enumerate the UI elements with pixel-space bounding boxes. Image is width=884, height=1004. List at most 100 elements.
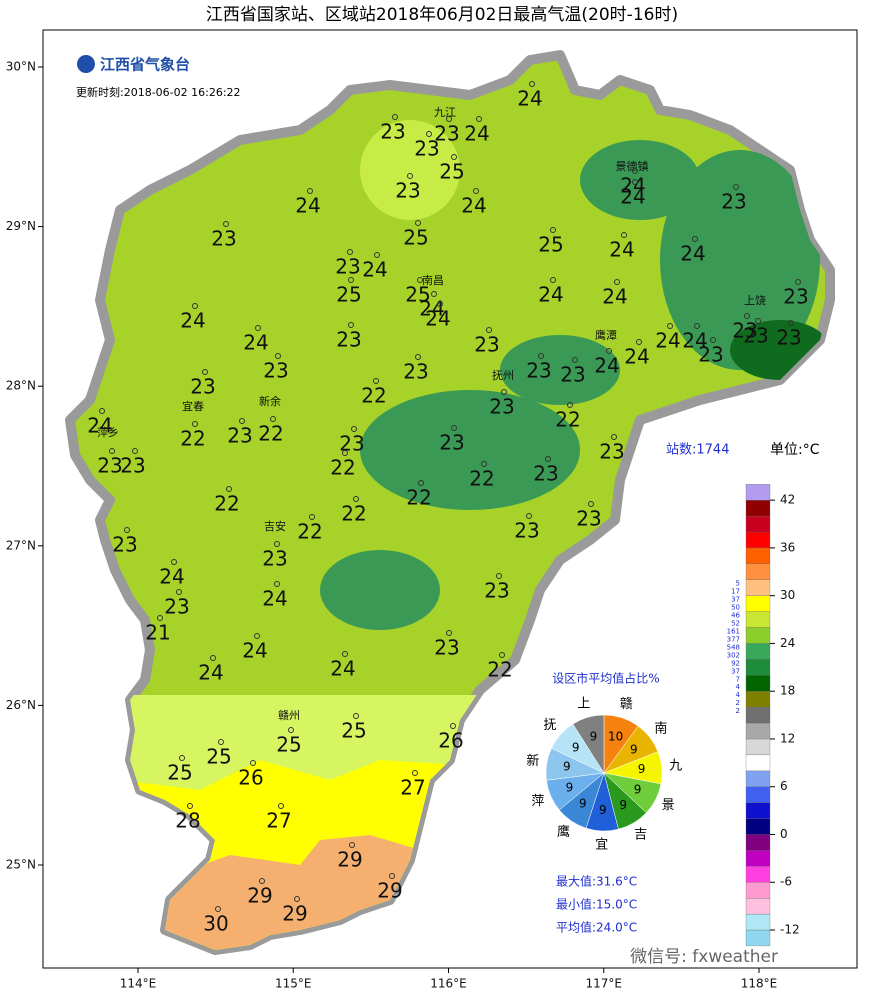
station-marker — [349, 842, 355, 848]
station-value: 25 — [538, 233, 563, 257]
station-marker — [632, 179, 638, 185]
station-value: 24 — [461, 194, 486, 218]
city-label: 景德镇 — [616, 159, 649, 173]
pie-category: 上 — [577, 696, 590, 711]
station-marker — [788, 320, 794, 326]
station-value: 23 — [533, 462, 558, 486]
station-value: 24 — [464, 122, 489, 146]
station-value: 24 — [180, 309, 205, 333]
pie-value: 9 — [563, 760, 571, 774]
station-value: 25 — [439, 160, 464, 184]
stat-line: 平均值:24.0°C — [556, 920, 637, 935]
station-marker — [667, 323, 673, 329]
station-marker — [179, 755, 185, 761]
colorbar-cell — [745, 515, 771, 533]
station-value: 24 — [682, 329, 707, 353]
bin-count: 548 — [727, 643, 740, 651]
station-value: 23 — [560, 363, 585, 387]
station-value: 21 — [145, 621, 170, 645]
colorbar-cell — [745, 770, 771, 787]
city-label: 抚州 — [492, 368, 514, 382]
station-value: 23 — [743, 324, 768, 348]
station-value: 25 — [403, 226, 428, 250]
station-value: 23 — [380, 120, 405, 144]
station-value: 29 — [337, 848, 362, 872]
station-marker — [744, 313, 750, 319]
station-value: 23 — [335, 255, 360, 279]
bin-count: 4 — [736, 691, 741, 699]
station-marker — [451, 425, 457, 431]
stat-line: 最小值:15.0°C — [556, 897, 637, 912]
station-value: 24 — [330, 657, 355, 681]
station-marker — [132, 448, 138, 454]
bin-count: 46 — [731, 612, 740, 620]
station-marker — [259, 878, 265, 884]
station-marker — [176, 589, 182, 595]
colorbar-cell — [745, 929, 771, 947]
bin-count: 2 — [736, 707, 740, 715]
station-marker — [694, 323, 700, 329]
station-value: 22 — [487, 658, 512, 682]
station-marker — [499, 652, 505, 658]
colorbar-cell — [745, 866, 771, 883]
colorbar-cell — [745, 691, 771, 708]
station-marker — [226, 486, 232, 492]
station-value: 24 — [243, 331, 268, 355]
station-value: 23 — [776, 326, 801, 350]
colorbar-cell — [745, 802, 771, 819]
station-value: 23 — [112, 533, 137, 557]
station-value: 27 — [400, 776, 425, 800]
colorbar-tick-label: 18 — [780, 684, 795, 698]
station-marker — [171, 559, 177, 565]
city-label: 宜春 — [182, 399, 204, 413]
station-value: 23 — [599, 440, 624, 464]
station-value: 22 — [555, 408, 580, 432]
pie-value: 10 — [608, 730, 623, 744]
x-tick-label: 118°E — [741, 977, 778, 991]
colorbar-cell — [745, 579, 771, 596]
station-value: 23 — [190, 375, 215, 399]
colorbar-tick-label: 12 — [780, 731, 795, 745]
pie-value: 9 — [619, 798, 627, 812]
colorbar-tick-label: 42 — [780, 493, 795, 507]
station-marker — [415, 354, 421, 360]
update-time: 更新时刻:2018-06-02 16:26:22 — [76, 85, 241, 99]
bin-count: 5 — [736, 580, 740, 588]
colorbar-tick-label: 30 — [780, 588, 795, 602]
city-label: 新余 — [259, 394, 281, 408]
stat-line: 最大值:31.6°C — [556, 874, 637, 889]
station-value: 24 — [594, 354, 619, 378]
station-value: 25 — [405, 283, 430, 307]
station-marker — [223, 221, 229, 227]
pie-title: 设区市平均值占比% — [552, 671, 659, 686]
station-count: 站数:1744 — [666, 443, 729, 458]
station-marker — [550, 227, 556, 233]
city-label: 鹰潭 — [595, 328, 617, 342]
station-marker — [733, 184, 739, 190]
bin-count: 52 — [731, 620, 740, 628]
pie-category: 吉 — [634, 827, 647, 842]
station-value: 23 — [732, 319, 757, 343]
pie-value: 9 — [599, 803, 607, 817]
station-marker — [373, 378, 379, 384]
station-marker — [588, 501, 594, 507]
station-marker — [415, 220, 421, 226]
station-marker — [437, 301, 443, 307]
station-value: 23 — [339, 432, 364, 456]
x-tick-label: 117°E — [586, 977, 623, 991]
station-marker — [218, 739, 224, 745]
station-marker — [307, 188, 313, 194]
station-value: 24 — [680, 242, 705, 266]
station-marker — [353, 496, 359, 502]
station-value: 24 — [198, 661, 223, 685]
station-value: 22 — [258, 422, 283, 446]
station-value: 24 — [87, 414, 112, 438]
station-value: 23 — [721, 190, 746, 214]
station-value: 24 — [159, 565, 184, 589]
logo: 江西省气象台 — [77, 55, 190, 74]
watermark: 微信号: fxweather — [630, 947, 778, 967]
station-marker — [451, 154, 457, 160]
pie-category: 赣 — [620, 697, 633, 712]
station-value: 29 — [282, 902, 307, 926]
bin-count: 7 — [736, 675, 740, 683]
